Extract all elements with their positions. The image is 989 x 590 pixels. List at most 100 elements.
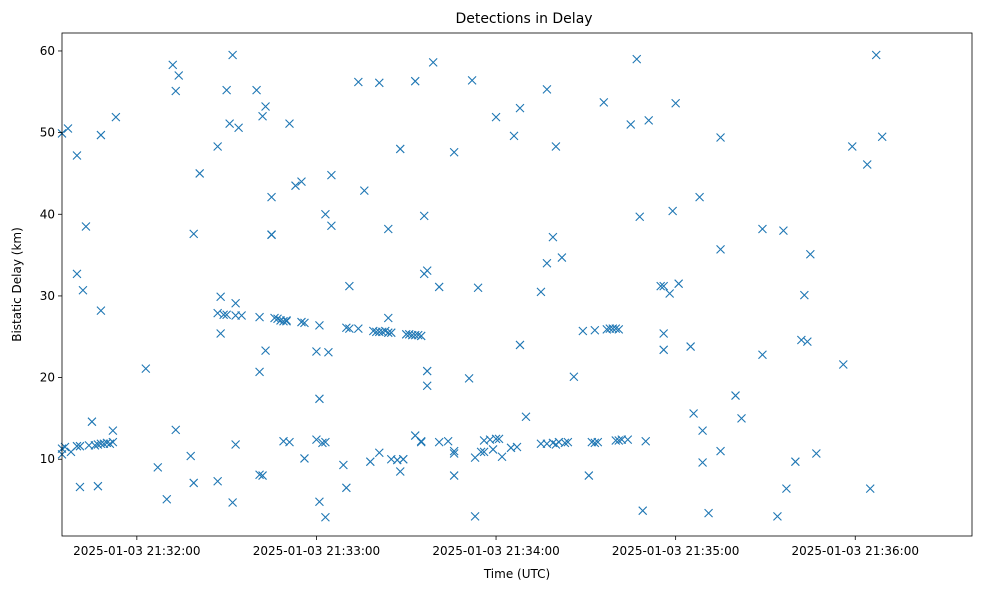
data-point (560, 438, 570, 448)
data-point (449, 147, 459, 157)
data-point (464, 374, 474, 383)
data-point (626, 120, 636, 129)
data-point (383, 313, 393, 323)
data-point (374, 448, 384, 458)
data-point (698, 458, 707, 467)
data-point (300, 454, 309, 463)
data-point (108, 426, 118, 436)
data-point (470, 512, 480, 521)
data-point (758, 224, 767, 234)
data-point (353, 324, 363, 333)
data-point (614, 436, 624, 445)
data-point (231, 440, 241, 449)
data-point (312, 435, 321, 445)
data-point (96, 306, 106, 316)
data-point (108, 437, 118, 447)
data-point (297, 317, 306, 327)
data-point (773, 512, 782, 521)
data-point (512, 442, 522, 452)
data-point (551, 142, 561, 151)
data-point (716, 133, 725, 142)
data-point (877, 132, 887, 142)
data-point (491, 434, 501, 444)
data-point (75, 482, 85, 492)
data-point (796, 335, 806, 345)
data-point (515, 103, 525, 113)
data-point (374, 78, 384, 88)
data-point (318, 438, 327, 448)
data-point (671, 98, 681, 108)
data-point (153, 463, 163, 472)
data-point (665, 289, 675, 298)
x-tick-label: 2025-01-03 21:32:00 (73, 544, 200, 558)
data-point (341, 483, 351, 493)
data-point (96, 130, 106, 140)
data-point (383, 328, 393, 338)
data-point (341, 323, 351, 333)
data-point (584, 471, 594, 480)
data-point (716, 446, 725, 456)
data-point (81, 222, 91, 231)
data-point (542, 258, 552, 268)
data-point (659, 345, 669, 355)
data-point (611, 324, 621, 333)
data-point (563, 437, 573, 447)
data-point (410, 76, 420, 86)
x-tick-label: 2025-01-03 21:36:00 (792, 544, 919, 558)
data-point (871, 50, 881, 60)
data-point (590, 438, 600, 448)
data-point (141, 364, 151, 373)
data-point (758, 350, 767, 360)
data-point (413, 330, 423, 340)
data-point (258, 471, 267, 480)
data-point (521, 412, 531, 422)
data-point (782, 484, 791, 494)
data-point (422, 381, 432, 391)
data-point (321, 209, 330, 219)
data-point (297, 177, 306, 187)
data-point (252, 85, 261, 95)
data-point (267, 230, 276, 240)
y-tick-label: 20 (40, 371, 55, 385)
chart-title: Detections in Delay (455, 11, 592, 27)
data-point (111, 112, 121, 122)
y-tick-label: 30 (40, 289, 55, 303)
data-point (395, 144, 405, 154)
data-point (686, 342, 696, 351)
data-point (216, 329, 226, 338)
data-point (509, 131, 519, 141)
data-point (93, 481, 103, 491)
data-point (635, 212, 645, 222)
data-point (282, 316, 291, 326)
y-axis-label: Bistatic Delay (km) (10, 227, 24, 342)
data-point (174, 71, 184, 80)
y-axis: 10 20 30 40 50 60 (40, 44, 62, 466)
data-point (479, 447, 489, 457)
data-point (78, 285, 88, 295)
data-point (386, 328, 396, 338)
data-point (234, 123, 244, 133)
data-point (416, 437, 426, 447)
data-point (644, 115, 654, 125)
data-point (416, 436, 426, 446)
data-point (237, 311, 246, 320)
data-point (695, 192, 704, 202)
plot-frame (61, 32, 973, 537)
data-point (315, 394, 324, 404)
data-point (557, 253, 567, 262)
data-point (623, 435, 633, 445)
data-point (87, 417, 97, 427)
data-point (398, 454, 408, 464)
data-point (300, 318, 309, 328)
data-point (228, 50, 238, 60)
data-point (72, 151, 82, 160)
data-point (428, 58, 438, 67)
data-point (491, 112, 501, 122)
data-point (422, 266, 432, 276)
data-point (63, 124, 73, 133)
data-point (542, 84, 552, 94)
x-tick-label: 2025-01-03 21:33:00 (253, 544, 380, 558)
data-point (267, 192, 276, 202)
data-point (838, 360, 848, 369)
